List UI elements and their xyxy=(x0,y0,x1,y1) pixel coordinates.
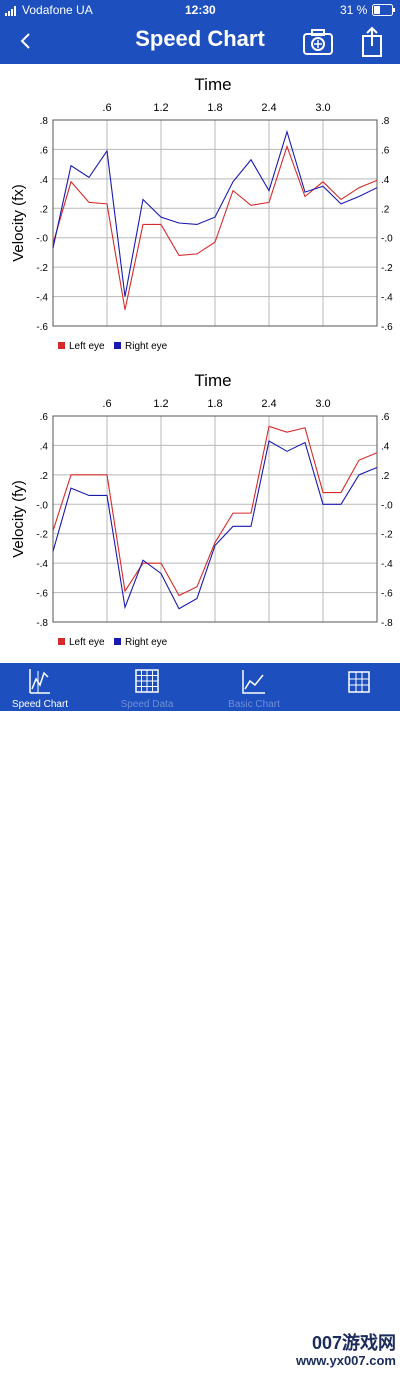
grid-icon xyxy=(135,669,159,693)
watermark-url: www.yx007.com xyxy=(296,1353,396,1368)
y-tick-label: -.0 xyxy=(36,234,48,245)
camera-button[interactable] xyxy=(302,28,334,56)
legend-label: Right eye xyxy=(125,637,168,648)
y-tick-label-right: -.8 xyxy=(381,618,393,629)
y-tick-label-right: -.2 xyxy=(381,263,393,274)
y-tick-label: -.2 xyxy=(36,263,48,274)
x-tick-label: 1.2 xyxy=(153,102,168,114)
y-tick-label-right: .4 xyxy=(381,441,390,452)
y-tick-label: -.8 xyxy=(36,618,48,629)
series-line-right-eye xyxy=(52,129,378,297)
tab-bar: Speed Chart Speed Data Basic Chart 007游戏… xyxy=(0,663,400,1368)
y-tick-label: .2 xyxy=(40,471,49,482)
y-tick-label: .2 xyxy=(40,204,49,215)
page-title: Speed Chart xyxy=(135,26,265,51)
x-tick-label: 3.0 xyxy=(315,398,330,410)
watermark: 007游戏网 www.yx007.com xyxy=(290,1327,400,1373)
battery-percent: 31 % xyxy=(340,3,368,17)
plot-frame xyxy=(52,415,378,623)
legend-swatch xyxy=(58,342,65,349)
velocity-fx-chart: Time .6 1.2 1.8 2.4 3.0 .8 .8 .6 .6 .4 .4 .2 .2 -.0 -.0… xyxy=(10,75,393,352)
y-tick-label-right: -.2 xyxy=(381,530,393,541)
y-tick-label-right: .6 xyxy=(381,412,390,423)
plot-frame xyxy=(52,119,378,327)
y-tick-label: .6 xyxy=(40,145,49,156)
legend-label: Left eye xyxy=(69,341,105,352)
clock: 12:30 xyxy=(185,3,216,17)
series-line-left-eye xyxy=(52,425,378,597)
back-button[interactable] xyxy=(12,26,42,56)
chevron-left-icon xyxy=(20,33,30,49)
y-tick-label-right: -.4 xyxy=(381,293,393,304)
series-line-right-eye xyxy=(52,440,378,610)
signal-icon xyxy=(5,5,19,19)
tab-more[interactable] xyxy=(320,663,400,711)
legend-swatch xyxy=(114,638,121,645)
tab-speed-data[interactable]: Speed Data xyxy=(107,663,187,711)
tab-label: Speed Data xyxy=(120,699,174,710)
y-tick-label: .6 xyxy=(40,412,49,423)
legend-label: Left eye xyxy=(69,637,105,648)
x-tick-label: 1.8 xyxy=(207,102,222,114)
x-tick-label: .6 xyxy=(102,398,111,410)
y-tick-label: -.0 xyxy=(36,500,48,511)
tab-label: Basic Chart xyxy=(228,699,280,710)
tab-label: Speed Chart xyxy=(11,699,69,710)
x-tick-label: 1.2 xyxy=(153,398,168,410)
x-tick-label: 2.4 xyxy=(261,102,276,114)
y-tick-label-right: -.0 xyxy=(381,234,393,245)
legend-swatch xyxy=(58,638,65,645)
tab-speed-chart[interactable]: Speed Chart xyxy=(0,663,80,711)
y-tick-label: .8 xyxy=(40,116,49,127)
y-tick-label-right: .2 xyxy=(381,204,390,215)
y-tick-label-right: -.6 xyxy=(381,589,393,600)
x-tick-label: .6 xyxy=(102,102,111,114)
y-tick-label: .4 xyxy=(40,175,49,186)
y-tick-label: -.4 xyxy=(36,293,48,304)
area-chart-icon xyxy=(242,670,265,694)
share-button[interactable] xyxy=(360,26,384,58)
y-tick-label: -.6 xyxy=(36,322,48,333)
legend-swatch xyxy=(114,342,121,349)
tab-basic-chart[interactable]: Basic Chart xyxy=(214,663,294,711)
watermark-title: 007游戏网 xyxy=(311,1333,396,1353)
y-tick-label-right: -.6 xyxy=(381,322,393,333)
share-icon xyxy=(362,26,382,57)
grid-icon xyxy=(348,671,370,693)
x-tick-label: 3.0 xyxy=(315,102,330,114)
y-tick-label-right: .8 xyxy=(381,116,390,127)
y-tick-label-right: -.0 xyxy=(381,500,393,511)
camera-icon xyxy=(303,29,333,55)
status-bar: Vodafone UA 12:30 31 % xyxy=(0,0,400,20)
y-tick-label: -.2 xyxy=(36,530,48,541)
y-axis-label: Velocity (fx) xyxy=(10,184,27,262)
y-tick-label: .4 xyxy=(40,441,49,452)
series-line-left-eye xyxy=(52,144,378,310)
x-tick-label: 1.8 xyxy=(207,398,222,410)
x-tick-label: 2.4 xyxy=(261,398,276,410)
legend-label: Right eye xyxy=(125,341,168,352)
battery-icon xyxy=(372,4,396,19)
line-chart-icon xyxy=(29,669,50,694)
y-tick-label-right: -.4 xyxy=(381,559,393,570)
velocity-fy-chart: Time .6 1.2 1.8 2.4 3.0 .6 .6 .4 .4 .2 .2 -.0 -.0 -.2 -… xyxy=(10,371,393,648)
navigation-bar: Speed Chart xyxy=(0,20,400,64)
y-tick-label-right: .6 xyxy=(381,145,390,156)
chart-title: Time xyxy=(194,371,231,390)
y-tick-label-right: .4 xyxy=(381,175,390,186)
y-axis-label: Velocity (fy) xyxy=(10,480,27,558)
y-tick-label: -.4 xyxy=(36,559,48,570)
y-tick-label: -.6 xyxy=(36,589,48,600)
carrier-label: Vodafone UA xyxy=(22,3,93,17)
y-tick-label-right: .2 xyxy=(381,471,390,482)
chart-title: Time xyxy=(194,75,231,94)
